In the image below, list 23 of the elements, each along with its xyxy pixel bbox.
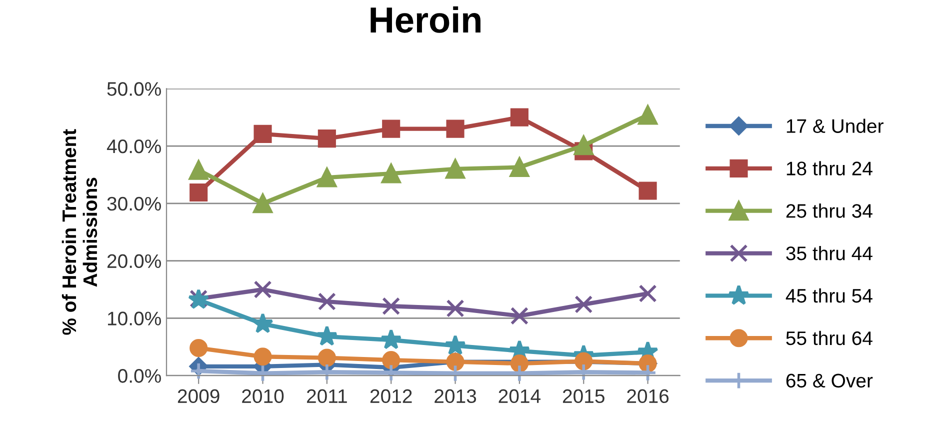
y-tick-label: 40.0% — [106, 139, 161, 154]
x-tick-label: 2016 — [627, 389, 669, 404]
legend-label: 25 thru 34 — [786, 204, 872, 218]
x-tick-label: 2012 — [370, 389, 412, 404]
y-tick-label: 50.0% — [107, 82, 161, 96]
legend-label: 18 thru 24 — [786, 161, 872, 176]
x-tick-label: 2014 — [498, 389, 541, 404]
y-axis-title: % of Heroin Treatment Admissions — [62, 129, 98, 335]
legend-label: 45 thru 54 — [786, 288, 872, 303]
y-tick-label: 10.0% — [108, 312, 161, 326]
legend-label: 55 thru 64 — [786, 330, 872, 346]
x-tick-label: 2010 — [242, 389, 284, 404]
chart-title: Heroin — [370, 6, 480, 33]
legend-label: 35 thru 44 — [786, 246, 872, 260]
x-tick-label: 2013 — [434, 389, 476, 404]
y-tick-label: 30.0% — [107, 196, 161, 211]
x-tick-label: 2011 — [307, 389, 347, 404]
x-tick-label: 2009 — [178, 389, 220, 404]
x-tick-label: 2015 — [562, 389, 604, 404]
legend-label: 17 & Under — [786, 118, 884, 133]
y-tick-label: 20.0% — [107, 254, 161, 268]
y-tick-label: 0.0% — [118, 369, 161, 383]
legend-label: 65 & Over — [786, 374, 873, 388]
